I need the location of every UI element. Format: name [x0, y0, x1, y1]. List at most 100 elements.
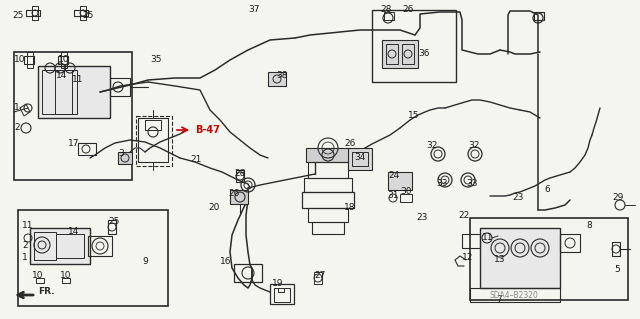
Text: 11: 11 [482, 234, 493, 242]
Text: 3: 3 [118, 149, 124, 158]
Text: FR.: FR. [38, 286, 54, 295]
Text: 8: 8 [586, 221, 592, 231]
Bar [270, 284, 294, 304]
Text: 11: 11 [22, 221, 33, 231]
Bar [32, 6, 38, 20]
Text: 38: 38 [276, 70, 287, 79]
Bar [314, 272, 322, 284]
Text: 33: 33 [436, 180, 447, 189]
Bar [312, 222, 344, 234]
Text: 26: 26 [344, 138, 355, 147]
Bar [80, 6, 86, 20]
Text: 26: 26 [402, 5, 413, 14]
Text: 25: 25 [82, 11, 93, 20]
Bar [18, 210, 168, 306]
Text: B-47: B-47 [195, 125, 220, 135]
Bar [470, 288, 560, 302]
Bar [36, 278, 44, 283]
Text: 34: 34 [354, 153, 365, 162]
Bar [402, 44, 414, 64]
Bar [352, 152, 368, 166]
Text: 14: 14 [68, 227, 79, 236]
Bar [78, 143, 96, 155]
Bar [480, 228, 560, 288]
Text: 2: 2 [22, 241, 28, 250]
Text: 27: 27 [314, 271, 325, 280]
Bar [308, 162, 348, 178]
Bar [55, 70, 77, 114]
Text: 22: 22 [458, 211, 469, 220]
Text: 24: 24 [388, 172, 399, 181]
Text: 33: 33 [466, 180, 477, 189]
Text: 11: 11 [72, 76, 83, 85]
Text: 10: 10 [32, 271, 44, 279]
Text: 20: 20 [208, 204, 220, 212]
Text: 25: 25 [108, 218, 120, 226]
Text: 12: 12 [462, 254, 474, 263]
Text: 15: 15 [408, 112, 419, 121]
Bar [38, 66, 110, 118]
Bar [88, 236, 112, 256]
Text: 35: 35 [150, 56, 161, 64]
Bar [306, 148, 350, 162]
Bar [118, 152, 132, 164]
Text: 16: 16 [220, 256, 232, 265]
Bar [462, 234, 480, 248]
Bar [560, 234, 580, 252]
Bar [612, 242, 620, 256]
Bar [30, 228, 90, 264]
Bar [74, 10, 88, 16]
Text: 31: 31 [387, 191, 399, 201]
Text: 32: 32 [426, 142, 437, 151]
Text: 9: 9 [142, 257, 148, 266]
Text: 28: 28 [380, 5, 392, 14]
Text: 14: 14 [56, 71, 67, 80]
Text: 2: 2 [14, 123, 20, 132]
Text: 25: 25 [12, 11, 24, 20]
Text: 23: 23 [512, 194, 524, 203]
Bar [230, 190, 248, 204]
Text: 10: 10 [60, 271, 72, 279]
Bar [308, 208, 348, 222]
Bar [56, 234, 84, 258]
Bar [14, 52, 132, 180]
Bar [274, 288, 290, 302]
Bar [470, 218, 628, 300]
Bar [62, 278, 70, 283]
Text: 21: 21 [190, 155, 202, 165]
Bar [234, 264, 262, 282]
Text: 13: 13 [494, 256, 506, 264]
Text: 5: 5 [614, 265, 620, 275]
Bar [26, 10, 40, 16]
Bar [24, 56, 34, 64]
Bar [348, 148, 372, 170]
Bar [34, 232, 56, 260]
Text: 6: 6 [544, 186, 550, 195]
Text: 19: 19 [272, 279, 284, 288]
Bar [236, 170, 244, 182]
Bar [138, 118, 168, 162]
Text: 30: 30 [400, 188, 412, 197]
Bar [400, 194, 412, 202]
Bar [372, 10, 456, 82]
Bar [58, 56, 68, 64]
Bar [382, 40, 418, 68]
Bar [136, 116, 172, 166]
Text: 10: 10 [58, 56, 70, 64]
Bar [480, 228, 560, 288]
Text: 1: 1 [14, 103, 20, 113]
Bar [110, 78, 130, 96]
Bar [302, 192, 354, 208]
Bar [386, 44, 398, 64]
Bar [38, 66, 110, 118]
Text: 32: 32 [468, 142, 479, 151]
Bar [384, 12, 394, 20]
Text: 1: 1 [22, 254, 28, 263]
Text: 26: 26 [228, 189, 239, 197]
Text: 28: 28 [234, 168, 245, 177]
Bar [42, 70, 72, 114]
Text: 10: 10 [14, 56, 26, 64]
Text: 18: 18 [344, 204, 355, 212]
Text: 37: 37 [248, 5, 259, 14]
Text: 36: 36 [418, 48, 429, 57]
